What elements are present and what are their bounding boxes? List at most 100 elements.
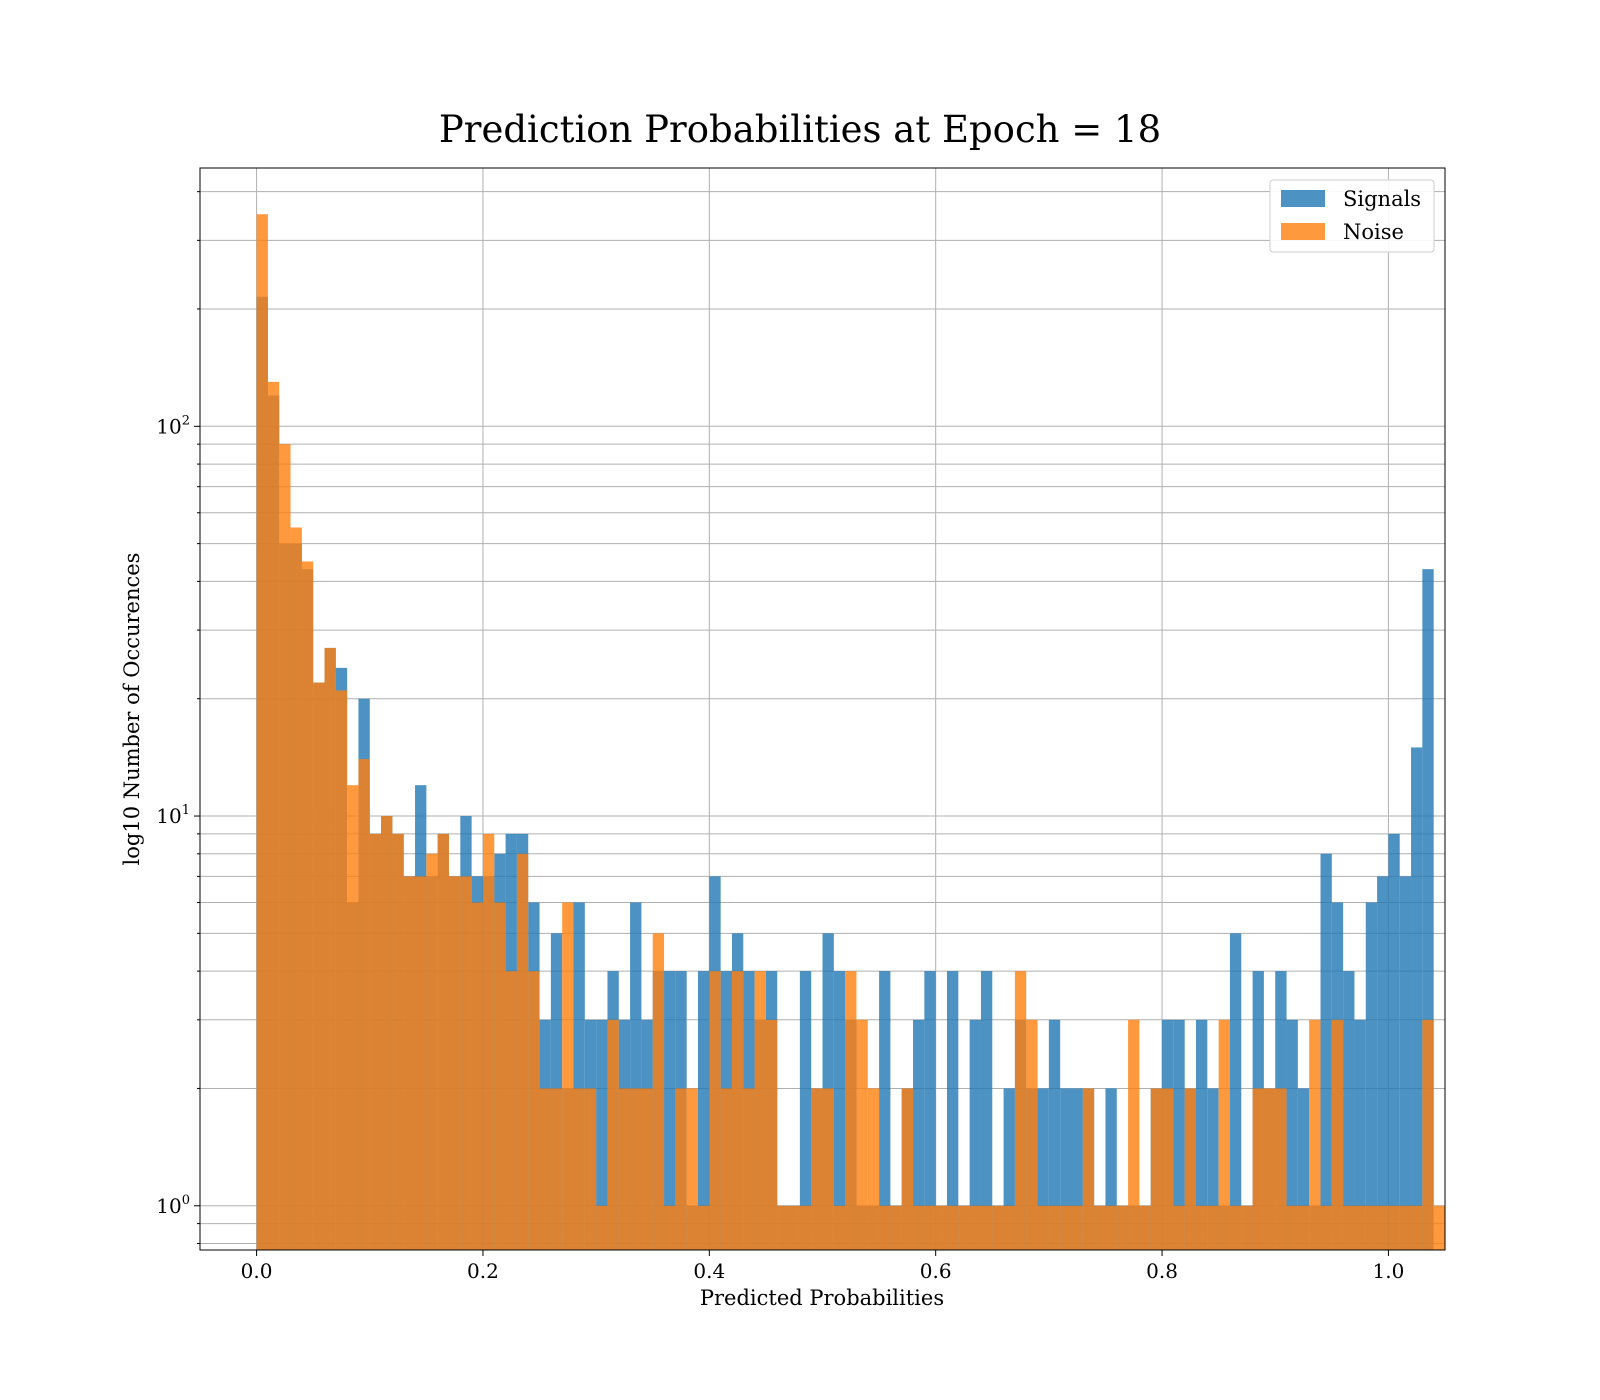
bar-noise — [1150, 1088, 1163, 1250]
x-axis-label: Predicted Probabilities — [700, 1286, 944, 1310]
plot-frame — [199, 167, 1446, 1251]
bar-noise — [1297, 1205, 1310, 1250]
bar-noise — [1128, 1019, 1140, 1250]
bar-signals — [969, 1019, 981, 1250]
bar-signals — [596, 1019, 608, 1250]
bar-noise — [460, 876, 472, 1250]
bar-noise — [279, 444, 291, 1250]
bar-noise — [867, 1088, 880, 1250]
bar-signals — [1388, 833, 1400, 1250]
bar-noise — [698, 1205, 710, 1250]
bar-noise — [1026, 1019, 1038, 1250]
bar-signals — [924, 971, 936, 1250]
bar-noise — [845, 971, 857, 1250]
bar-noise — [947, 1205, 959, 1250]
bar-noise — [449, 876, 461, 1250]
legend-swatch-noise — [1281, 223, 1325, 240]
y-tick-label: 100 — [156, 1193, 190, 1218]
bar-noise — [1309, 1019, 1321, 1250]
bar-noise — [482, 833, 495, 1250]
bar-noise — [856, 1019, 868, 1250]
bar-noise — [392, 833, 404, 1250]
bar-noise — [1082, 1088, 1095, 1250]
bar-signals — [1286, 1019, 1298, 1250]
legend: Signals Noise — [1269, 179, 1435, 253]
bar-noise — [415, 876, 427, 1250]
histogram-bars — [256, 214, 1445, 1251]
bar-noise — [1094, 1205, 1106, 1250]
bar-noise — [1071, 1205, 1083, 1250]
bar-signals — [1048, 1019, 1061, 1250]
bar-signals — [1196, 1019, 1208, 1250]
bar-noise — [765, 1019, 778, 1250]
bar-noise — [799, 1205, 812, 1250]
bar-noise — [471, 902, 483, 1250]
bar-noise — [267, 381, 280, 1251]
bar-signals — [698, 971, 710, 1250]
bar-noise — [1229, 1205, 1242, 1250]
bar-noise — [1241, 1205, 1253, 1250]
bar-noise — [596, 1205, 608, 1250]
bar-noise — [777, 1205, 789, 1250]
bar-signals — [1422, 569, 1434, 1250]
bar-noise — [1320, 1205, 1332, 1250]
bar-noise — [584, 1088, 597, 1250]
x-tick-label: 0.0 — [241, 1259, 273, 1283]
bar-noise — [743, 1088, 755, 1250]
bar-noise — [301, 561, 314, 1250]
bar-noise — [664, 1205, 676, 1250]
bar-noise — [437, 833, 449, 1250]
bar-noise — [992, 1205, 1004, 1250]
bar-noise — [1263, 1088, 1276, 1250]
bar-noise — [901, 1088, 914, 1250]
bar-noise — [980, 1205, 993, 1250]
bar-signals — [1377, 876, 1389, 1250]
bar-noise — [562, 902, 574, 1250]
bar-noise — [913, 1205, 925, 1250]
bar-noise — [935, 1205, 947, 1250]
x-tick-label: 1.0 — [1373, 1259, 1405, 1283]
bar-noise — [1048, 1205, 1061, 1250]
bar-noise — [890, 1205, 902, 1250]
bar-noise — [403, 876, 416, 1250]
bar-noise — [607, 1019, 619, 1250]
bar-noise — [550, 1088, 563, 1250]
bar-noise — [1275, 1088, 1287, 1250]
bar-noise — [1162, 1088, 1174, 1250]
bar-noise — [539, 1088, 551, 1250]
bar-noise — [652, 933, 665, 1250]
bar-signals — [630, 902, 642, 1250]
series-noise — [256, 214, 1445, 1251]
bar-noise — [754, 971, 766, 1250]
bar-noise — [924, 1205, 936, 1250]
y-tick-label: 102 — [156, 413, 190, 438]
bar-signals — [1207, 1088, 1219, 1250]
x-tick-label: 0.6 — [920, 1259, 952, 1283]
bar-signals — [833, 971, 846, 1250]
bar-noise — [1173, 1205, 1185, 1250]
bar-noise — [1399, 1205, 1412, 1250]
bar-noise — [879, 1205, 891, 1250]
bar-signals — [1399, 876, 1412, 1250]
bar-noise — [1354, 1205, 1366, 1250]
bar-noise — [618, 1088, 631, 1250]
bar-noise — [573, 1088, 585, 1250]
bar-noise — [516, 853, 529, 1250]
y-axis-ticks: 100 101 102 — [156, 191, 200, 1245]
bar-noise — [969, 1205, 981, 1250]
bar-noise — [1139, 1205, 1151, 1250]
bar-signals — [1071, 1088, 1083, 1250]
bar-noise — [426, 853, 438, 1250]
bar-noise — [1037, 1205, 1049, 1250]
y-axis-label: log10 Number of Occurences — [120, 553, 144, 866]
bar-signals — [799, 971, 812, 1250]
bar-noise — [1252, 1088, 1264, 1250]
bar-noise — [720, 1088, 732, 1250]
bar-noise — [958, 1205, 970, 1250]
bar-noise — [1388, 1205, 1400, 1250]
bar-noise — [1060, 1205, 1072, 1250]
bar-signals — [573, 902, 585, 1250]
bar-signals — [1411, 747, 1423, 1250]
y-tick-label: 101 — [156, 803, 190, 828]
bar-noise — [505, 971, 517, 1250]
